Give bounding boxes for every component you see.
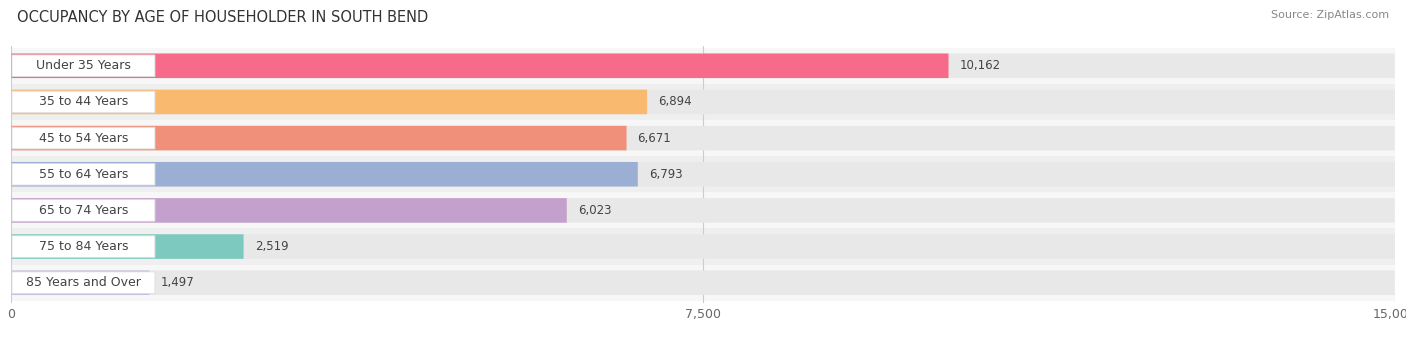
Bar bbox=[11, 120, 1395, 156]
FancyBboxPatch shape bbox=[11, 162, 1395, 187]
FancyBboxPatch shape bbox=[11, 234, 1395, 259]
FancyBboxPatch shape bbox=[11, 162, 638, 187]
Bar bbox=[11, 48, 1395, 84]
Bar bbox=[11, 84, 1395, 120]
Text: 55 to 64 Years: 55 to 64 Years bbox=[39, 168, 128, 181]
Text: Under 35 Years: Under 35 Years bbox=[37, 59, 131, 72]
Text: 2,519: 2,519 bbox=[254, 240, 288, 253]
Text: OCCUPANCY BY AGE OF HOUSEHOLDER IN SOUTH BEND: OCCUPANCY BY AGE OF HOUSEHOLDER IN SOUTH… bbox=[17, 10, 427, 25]
Bar bbox=[11, 228, 1395, 265]
Bar bbox=[11, 156, 1395, 192]
FancyBboxPatch shape bbox=[13, 272, 155, 293]
Text: 10,162: 10,162 bbox=[959, 59, 1001, 72]
Bar bbox=[11, 265, 1395, 301]
FancyBboxPatch shape bbox=[11, 53, 1395, 78]
FancyBboxPatch shape bbox=[13, 200, 155, 221]
FancyBboxPatch shape bbox=[11, 270, 149, 295]
FancyBboxPatch shape bbox=[13, 55, 155, 76]
Text: 6,671: 6,671 bbox=[637, 132, 671, 144]
FancyBboxPatch shape bbox=[11, 270, 1395, 295]
Text: 6,023: 6,023 bbox=[578, 204, 612, 217]
Text: 35 to 44 Years: 35 to 44 Years bbox=[39, 96, 128, 108]
Text: 45 to 54 Years: 45 to 54 Years bbox=[39, 132, 128, 144]
Text: 75 to 84 Years: 75 to 84 Years bbox=[39, 240, 128, 253]
FancyBboxPatch shape bbox=[11, 90, 647, 114]
Text: 65 to 74 Years: 65 to 74 Years bbox=[39, 204, 128, 217]
Bar bbox=[11, 192, 1395, 228]
FancyBboxPatch shape bbox=[13, 236, 155, 257]
FancyBboxPatch shape bbox=[11, 234, 243, 259]
FancyBboxPatch shape bbox=[13, 164, 155, 185]
Text: Source: ZipAtlas.com: Source: ZipAtlas.com bbox=[1271, 10, 1389, 20]
FancyBboxPatch shape bbox=[11, 126, 1395, 150]
FancyBboxPatch shape bbox=[11, 53, 949, 78]
Text: 6,793: 6,793 bbox=[648, 168, 682, 181]
Text: 85 Years and Over: 85 Years and Over bbox=[27, 276, 141, 289]
FancyBboxPatch shape bbox=[11, 90, 1395, 114]
FancyBboxPatch shape bbox=[11, 198, 567, 223]
Text: 6,894: 6,894 bbox=[658, 96, 692, 108]
FancyBboxPatch shape bbox=[13, 127, 155, 149]
FancyBboxPatch shape bbox=[13, 91, 155, 113]
FancyBboxPatch shape bbox=[11, 198, 1395, 223]
FancyBboxPatch shape bbox=[11, 126, 627, 150]
Text: 1,497: 1,497 bbox=[160, 276, 194, 289]
